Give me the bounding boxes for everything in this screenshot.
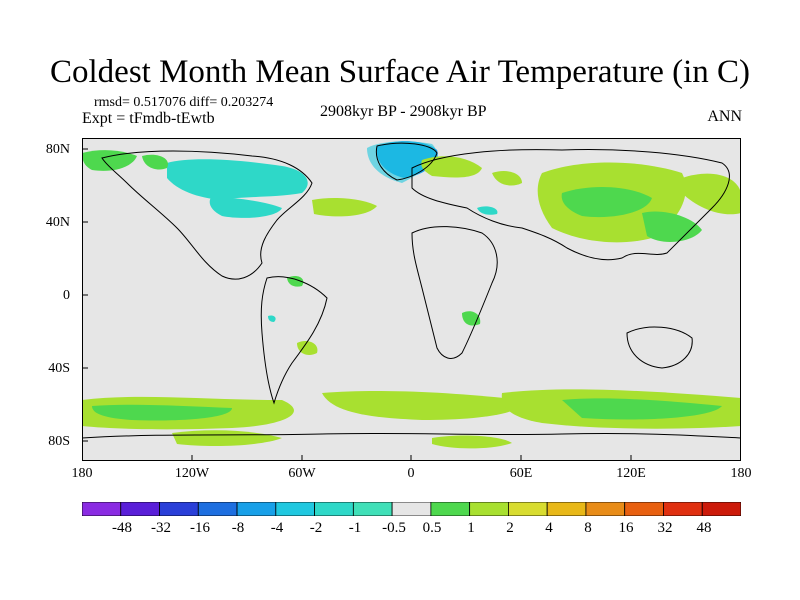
colorbar-swatch [82, 502, 122, 516]
antarctica-coast [82, 432, 741, 439]
anomaly-field [82, 141, 741, 449]
eurasia-coast [411, 149, 730, 261]
colorbar-swatch [120, 502, 160, 516]
colorbar-label: -32 [151, 520, 171, 536]
colorbar-swatch [275, 502, 315, 516]
colorbar-swatch [236, 502, 277, 516]
colorbar-label: 0.5 [422, 520, 442, 536]
period-label: 2908kyr BP - 2908kyr BP [320, 103, 487, 120]
axis-ticks [82, 148, 632, 461]
southern-ocean-warm [322, 390, 523, 420]
colorbar-swatch [508, 502, 548, 516]
y-tick-label: 0 [63, 288, 70, 303]
colorbar-swatch [546, 502, 587, 516]
colorbar-label: -2 [309, 520, 323, 536]
east-asia-warm [642, 211, 702, 242]
colorbar-label: -0.5 [382, 520, 406, 536]
south-america-coast [260, 276, 328, 405]
colorbar-swatch [352, 502, 393, 516]
colorbar-swatch [469, 502, 509, 516]
colorbar-swatch [585, 502, 626, 516]
colorbar-label: -16 [190, 520, 210, 536]
colorbar-swatch [624, 502, 664, 516]
y-tick-label: 40S [48, 361, 70, 376]
east-asia-warm [682, 173, 741, 215]
y-tick-label: 80N [45, 142, 70, 157]
antarctic-warm [172, 430, 282, 446]
season-label: ANN [707, 108, 742, 125]
colorbar-swatch [391, 502, 432, 516]
colorbar-swatch [663, 502, 703, 516]
map-panel [82, 138, 741, 461]
colorbar-label: -1 [348, 520, 362, 536]
mideast-cold [477, 206, 498, 215]
x-tick-label: 60E [509, 466, 533, 481]
colorbar-label: 16 [618, 520, 634, 536]
alaska-warm [142, 154, 168, 170]
stats-label: rmsd= 0.517076 diff= 0.203274 [94, 95, 274, 110]
x-tick-label: 180 [71, 466, 93, 481]
colorbar-label: 32 [657, 520, 673, 536]
colorbar-label: 1 [467, 520, 475, 536]
x-tick-label: 120E [616, 466, 646, 481]
x-tick-label: 0 [407, 466, 415, 481]
colorbar-swatch [314, 502, 354, 516]
tropical-cold [268, 315, 276, 322]
europe-warm [421, 156, 482, 178]
colorbar [82, 502, 741, 516]
north-america-cold [209, 196, 282, 218]
south-america-warm [297, 341, 318, 355]
north-atlantic-warm [312, 198, 377, 217]
colorbar-label: -8 [231, 520, 245, 536]
colorbar-label: 2 [506, 520, 514, 536]
southern-ocean-warm [92, 404, 232, 421]
x-tick-label: 180 [730, 466, 752, 481]
experiment-label: Expt = tFmdb-tEwtb [82, 110, 215, 127]
colorbar-label: 8 [584, 520, 592, 536]
antarctic-warm [432, 435, 512, 449]
asia-warm [561, 186, 652, 218]
x-tick-label: 60W [288, 466, 316, 481]
africa-coast [411, 226, 498, 359]
colorbar-label: -48 [112, 520, 132, 536]
australia-coast [626, 326, 693, 369]
north-america-coast [101, 150, 313, 280]
colorbar-swatch [430, 502, 471, 516]
colorbar-label: 4 [545, 520, 553, 536]
mideast-warm [492, 171, 522, 186]
colorbar-label: 48 [696, 520, 712, 536]
greenland-coast [375, 142, 438, 181]
southern-ocean-warm [562, 398, 722, 420]
alaska-warm [82, 150, 137, 171]
y-tick-label: 40N [45, 215, 70, 230]
colorbar-swatch [197, 502, 238, 516]
coastlines [82, 142, 741, 439]
x-tick-label: 120W [174, 466, 210, 481]
map-title: Coldest Month Mean Surface Air Temperatu… [50, 54, 750, 90]
colorbar-label: -4 [270, 520, 284, 536]
y-tick-label: 80S [48, 434, 70, 449]
north-america-cold [167, 159, 308, 200]
colorbar-swatch [701, 502, 741, 516]
colorbar-swatch [159, 502, 199, 516]
